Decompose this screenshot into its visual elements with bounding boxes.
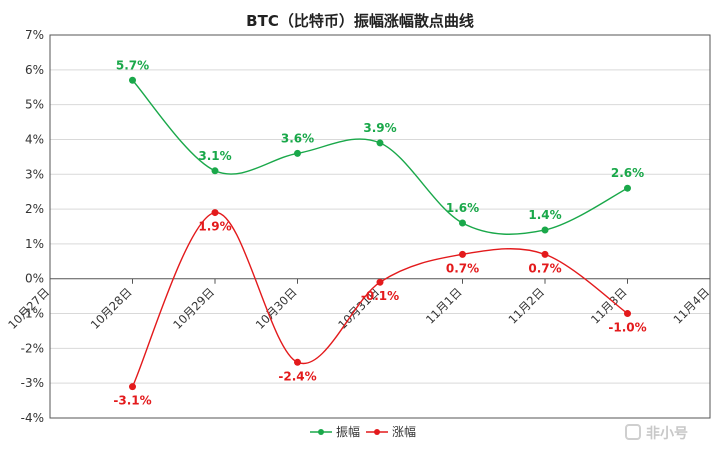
x-tick-label: 11月1日 bbox=[423, 285, 465, 327]
y-tick-label: -4% bbox=[21, 411, 44, 425]
y-tick-label: -2% bbox=[21, 341, 44, 355]
y-tick-label: -1% bbox=[21, 307, 44, 321]
data-point bbox=[294, 149, 301, 157]
y-tick-label: 2% bbox=[25, 202, 44, 216]
y-tick-label: 4% bbox=[25, 132, 44, 146]
y-tick-label: 0% bbox=[25, 272, 44, 286]
data-point bbox=[541, 226, 549, 234]
y-tick-label: 3% bbox=[25, 167, 44, 181]
data-label: 2.6% bbox=[611, 166, 644, 180]
data-label: -2.4% bbox=[278, 369, 316, 383]
legend-marker bbox=[374, 429, 380, 435]
watermark-logo-icon bbox=[625, 424, 641, 440]
y-tick-label: 7% bbox=[25, 28, 44, 42]
watermark: 非小号 bbox=[625, 424, 688, 442]
data-point bbox=[376, 139, 384, 147]
chart-title: BTC（比特币）振幅涨幅散点曲线 bbox=[246, 12, 474, 30]
y-tick-label: 5% bbox=[25, 98, 44, 112]
x-tick-label: 10月27日 bbox=[5, 285, 52, 332]
data-label: 3.6% bbox=[281, 131, 314, 145]
data-label: -0.1% bbox=[361, 289, 399, 303]
data-point bbox=[376, 278, 384, 286]
data-point bbox=[129, 76, 136, 84]
data-point bbox=[459, 250, 466, 258]
data-label: 1.6% bbox=[446, 201, 479, 215]
data-label: -1.0% bbox=[608, 321, 646, 335]
data-point bbox=[459, 219, 466, 227]
data-label: 3.9% bbox=[363, 121, 396, 135]
data-point bbox=[624, 184, 631, 192]
data-point bbox=[211, 167, 219, 175]
data-label: 0.7% bbox=[528, 261, 561, 275]
data-labels: 5.7% 3.1% 3.6% 3.9% 1.6% 1.4% 2.6% -3.1% 1.9% -2.… bbox=[113, 58, 646, 407]
data-label: 5.7% bbox=[116, 58, 149, 72]
series-points bbox=[129, 76, 631, 391]
axes bbox=[49, 34, 711, 419]
legend: 振幅 涨幅 bbox=[310, 424, 416, 439]
data-label: 1.4% bbox=[528, 208, 561, 222]
data-point bbox=[541, 250, 549, 258]
data-point bbox=[624, 310, 631, 318]
data-point bbox=[211, 209, 219, 217]
grid-lines bbox=[50, 34, 710, 419]
data-point bbox=[129, 383, 136, 391]
legend-label: 振幅 bbox=[336, 424, 360, 439]
plot-border bbox=[49, 34, 711, 419]
data-label: -3.1% bbox=[113, 394, 151, 408]
data-label: 1.9% bbox=[198, 220, 231, 234]
x-tick-label: 11月2日 bbox=[505, 285, 547, 327]
data-label: 0.7% bbox=[446, 261, 479, 275]
data-point bbox=[294, 358, 301, 366]
x-tick-label: 11月4日 bbox=[670, 285, 712, 327]
legend-label: 涨幅 bbox=[392, 424, 416, 439]
y-tick-label: 1% bbox=[25, 237, 44, 251]
x-tick-label: 10月29日 bbox=[170, 285, 217, 332]
y-tick-label: -3% bbox=[21, 376, 44, 390]
legend-marker bbox=[318, 429, 324, 435]
y-axis-ticks: 7% 6% 5% 4% 3% 2% 1% 0% -1% -2% -3% -4% bbox=[21, 28, 44, 425]
y-tick-label: 6% bbox=[25, 63, 44, 77]
watermark-text: 非小号 bbox=[646, 425, 688, 442]
x-tick-label: 10月28日 bbox=[88, 285, 135, 332]
data-label: 3.1% bbox=[198, 149, 231, 163]
